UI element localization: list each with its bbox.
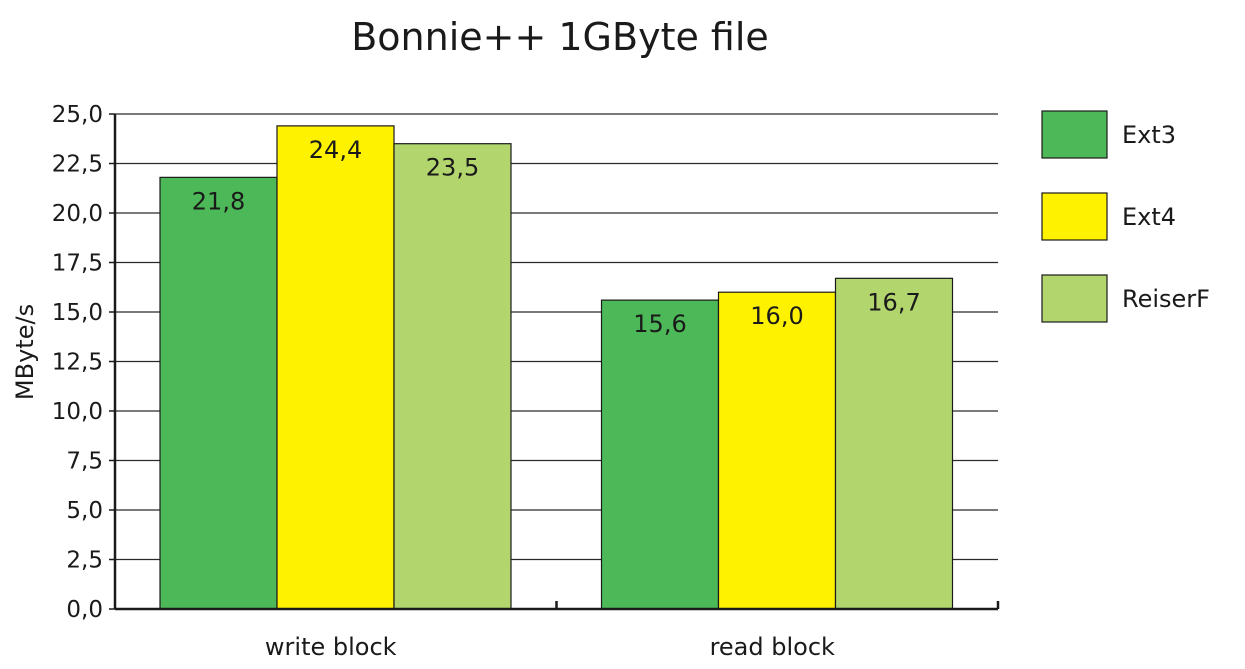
data-label: 16,7 (867, 288, 920, 316)
data-label: 23,5 (426, 154, 479, 182)
y-axis-label: MByte/s (11, 304, 39, 400)
legend-label: Ext4 (1122, 203, 1176, 231)
legend-label: ReiserF (1122, 285, 1210, 313)
y-tick-label: 0,0 (66, 597, 103, 623)
bar-ext3-2 (600, 299, 720, 610)
y-tick-label: 20,0 (52, 201, 103, 227)
legend-swatch (1041, 192, 1108, 241)
y-tick-label: 7,5 (66, 449, 103, 475)
data-labels: 21,8 24,4 23,5 15,6 16,0 16,7 (192, 136, 921, 338)
chart-title: Bonnie++ 1GByte file (351, 15, 769, 59)
legend-swatch (1041, 110, 1108, 159)
category-label: write block (265, 633, 397, 661)
y-tick-label: 10,0 (52, 399, 103, 425)
data-label: 24,4 (309, 136, 362, 164)
bar-reiserf-1 (393, 143, 512, 610)
y-tick-label: 17,5 (52, 251, 103, 277)
data-label: 21,8 (192, 187, 245, 215)
legend-item: Ext3 (1041, 110, 1176, 159)
data-label: 16,0 (750, 302, 803, 330)
bar-ext4-2 (717, 291, 837, 610)
y-tick-label: 5,0 (66, 498, 103, 524)
bar-reiserf-2 (834, 277, 954, 610)
y-tick-label: 25,0 (52, 102, 103, 128)
bars (159, 125, 954, 610)
legend-label: Ext3 (1122, 121, 1176, 149)
y-tick-label: 2,5 (66, 548, 103, 574)
axes (113, 114, 1000, 611)
legend-item: ReiserF (1041, 274, 1210, 323)
y-tick-label: 12,5 (52, 350, 103, 376)
legend-item: Ext4 (1041, 192, 1176, 241)
bar-ext3-1 (159, 176, 278, 610)
bar-ext4-1 (276, 125, 395, 610)
y-tick-label: 15,0 (52, 300, 103, 326)
category-label: read block (710, 633, 835, 661)
y-tick-label: 22,5 (52, 152, 103, 178)
legend-swatch (1041, 274, 1108, 323)
y-axis-ticks: 0,0 2,5 5,0 7,5 10,0 12,5 15,0 17,5 20,0 22,5 25,0 (52, 102, 115, 623)
legend: Ext3 Ext4 ReiserF (1041, 110, 1210, 323)
category-labels: write block read block (265, 633, 835, 661)
data-label: 15,6 (633, 310, 686, 338)
